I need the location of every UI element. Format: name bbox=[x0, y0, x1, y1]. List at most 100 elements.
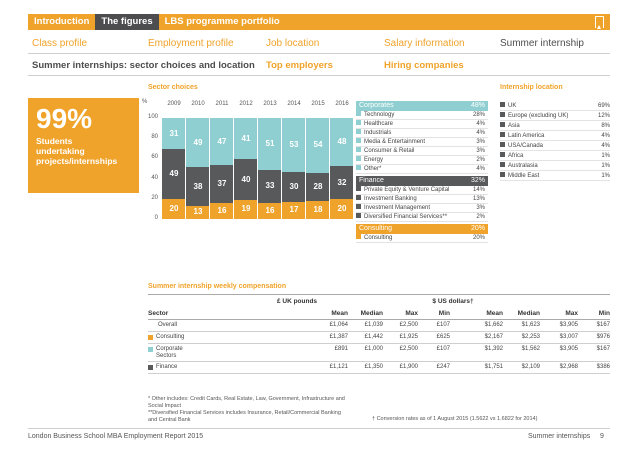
bar-value-label: 32 bbox=[337, 177, 347, 187]
bar-segment bbox=[162, 118, 185, 150]
comp-value: £1,000 bbox=[364, 346, 383, 352]
location-swatch bbox=[500, 152, 505, 157]
bar-segment bbox=[330, 118, 353, 167]
footnote-other: * Other includes: Credit Cards, Real Est… bbox=[148, 396, 345, 409]
location-swatch bbox=[500, 162, 505, 167]
subnav-summer-internship[interactable]: Summer internship bbox=[500, 38, 584, 49]
row-divider bbox=[148, 331, 610, 332]
sector-color-swatch bbox=[356, 213, 361, 218]
comp-value: $167 bbox=[596, 346, 610, 352]
y-axis-label: % bbox=[142, 99, 148, 105]
location-swatch bbox=[500, 132, 505, 137]
bar-value-label: 40 bbox=[241, 174, 251, 184]
comp-value: £107 bbox=[436, 346, 450, 352]
comp-value: £2,500 bbox=[399, 346, 418, 352]
location-swatch bbox=[500, 142, 505, 147]
sector-color-swatch bbox=[356, 204, 361, 209]
bar-segment bbox=[210, 202, 233, 219]
sector-pct: 14% bbox=[472, 187, 485, 193]
comp-value: £625 bbox=[436, 334, 450, 340]
sector-group-pct: 20% bbox=[470, 225, 485, 232]
footer-divider bbox=[28, 428, 610, 429]
sector-name: Healthcare bbox=[364, 121, 394, 127]
sector-name: Technology bbox=[364, 112, 395, 118]
sector-group-header: Corporates 48% bbox=[356, 101, 488, 111]
bar-segment bbox=[306, 118, 329, 173]
comp-value: $3,905 bbox=[559, 322, 578, 328]
sector-pct: 3% bbox=[476, 205, 485, 211]
bar-value-label: 18 bbox=[313, 204, 323, 214]
bar-value-label: 20 bbox=[169, 203, 179, 213]
bar-segment bbox=[186, 167, 209, 206]
sector-color-swatch bbox=[356, 195, 361, 200]
bookmark-icon[interactable] bbox=[595, 16, 604, 29]
sector-name: Industrials bbox=[364, 130, 392, 136]
location-row-label: Australasia bbox=[500, 161, 538, 170]
tab-the-figures[interactable]: The figures bbox=[95, 14, 159, 30]
comp-color-swatch bbox=[148, 335, 153, 340]
comp-row-name: Consulting bbox=[156, 334, 185, 340]
bar-segment bbox=[258, 169, 281, 203]
sector-group-name: Consulting bbox=[359, 225, 393, 232]
header-sector: Sector bbox=[148, 310, 169, 317]
subnav-employment-profile[interactable]: Employment profile bbox=[148, 38, 234, 49]
header-cell: Max bbox=[405, 310, 418, 317]
comp-value: £1,064 bbox=[329, 322, 348, 328]
subnav-job-location[interactable]: Job location bbox=[266, 38, 320, 49]
comp-value: $2,968 bbox=[559, 364, 578, 370]
sector-name: Investment Banking bbox=[364, 196, 417, 202]
location-pct: 8% bbox=[601, 123, 610, 129]
comp-value: £1,121 bbox=[329, 364, 348, 370]
sector-name: Private Equity & Venture Capital bbox=[364, 187, 450, 193]
sector-pct: 4% bbox=[476, 166, 485, 172]
location-row-label: USA/Canada bbox=[500, 141, 543, 150]
x-tick-label: 2016 bbox=[335, 101, 349, 107]
comp-row-label: Overall bbox=[148, 322, 218, 329]
sector-row: Private Equity & Venture Capital 14% bbox=[356, 186, 488, 195]
sector-row-label: Diversified Financial Services** bbox=[356, 213, 447, 221]
footer-page-number: 9 bbox=[600, 433, 604, 440]
location-row-label: Asia bbox=[500, 121, 520, 130]
location-pct: 69% bbox=[597, 103, 610, 109]
sector-row: Consulting 20% bbox=[356, 234, 488, 243]
subnav-class-profile[interactable]: Class profile bbox=[32, 38, 88, 49]
location-swatch bbox=[500, 102, 505, 107]
comp-row-name: Corporate Sectors bbox=[156, 346, 183, 359]
location-row: Latin America 4% bbox=[500, 131, 610, 141]
sector-row: Other* 4% bbox=[356, 165, 488, 174]
sector-color-swatch bbox=[356, 186, 361, 191]
sector-color-swatch bbox=[356, 234, 361, 239]
comp-value: £891 bbox=[334, 346, 348, 352]
bar-segment bbox=[162, 198, 185, 219]
sector-color-swatch bbox=[356, 120, 361, 125]
bar-value-label: 16 bbox=[265, 205, 275, 215]
subnav-sector-choices[interactable]: Summer internships: sector choices and l… bbox=[32, 60, 255, 71]
internship-location-title: Internship location bbox=[500, 84, 563, 91]
tab-introduction[interactable]: Introduction bbox=[34, 16, 90, 27]
sector-group-pct: 32% bbox=[470, 177, 485, 184]
location-row: Africa 1% bbox=[500, 151, 610, 161]
subnav-top-employers[interactable]: Top employers bbox=[266, 60, 333, 71]
location-name: Europe (excluding UK) bbox=[508, 113, 569, 119]
header-cell: Mean bbox=[331, 310, 348, 317]
location-pct: 12% bbox=[597, 113, 610, 119]
sector-row: Technology 28% bbox=[356, 111, 488, 120]
location-row: UK 69% bbox=[500, 101, 610, 111]
location-swatch bbox=[500, 172, 505, 177]
bar-segment bbox=[234, 199, 257, 219]
subnav-salary-information[interactable]: Salary information bbox=[384, 38, 465, 49]
comp-value: $3,007 bbox=[559, 334, 578, 340]
bar-segment bbox=[282, 201, 305, 219]
header-cell: Min bbox=[598, 310, 610, 317]
tab-lbs-programme-portfolio[interactable]: LBS programme portfolio bbox=[164, 16, 280, 27]
sector-pct: 20% bbox=[472, 235, 485, 241]
y-tick-label: 40 bbox=[151, 174, 158, 181]
sector-row: Media & Entertainment 3% bbox=[356, 138, 488, 147]
header-cell: Median bbox=[517, 310, 540, 317]
comp-value: £1,039 bbox=[364, 322, 383, 328]
sector-group-header: Consulting 20% bbox=[356, 224, 488, 234]
location-name: Latin America bbox=[508, 133, 545, 139]
subnav-hiring-companies[interactable]: Hiring companies bbox=[384, 60, 464, 71]
sector-name: Investment Management bbox=[364, 205, 431, 211]
bar-value-label: 20 bbox=[337, 203, 347, 213]
